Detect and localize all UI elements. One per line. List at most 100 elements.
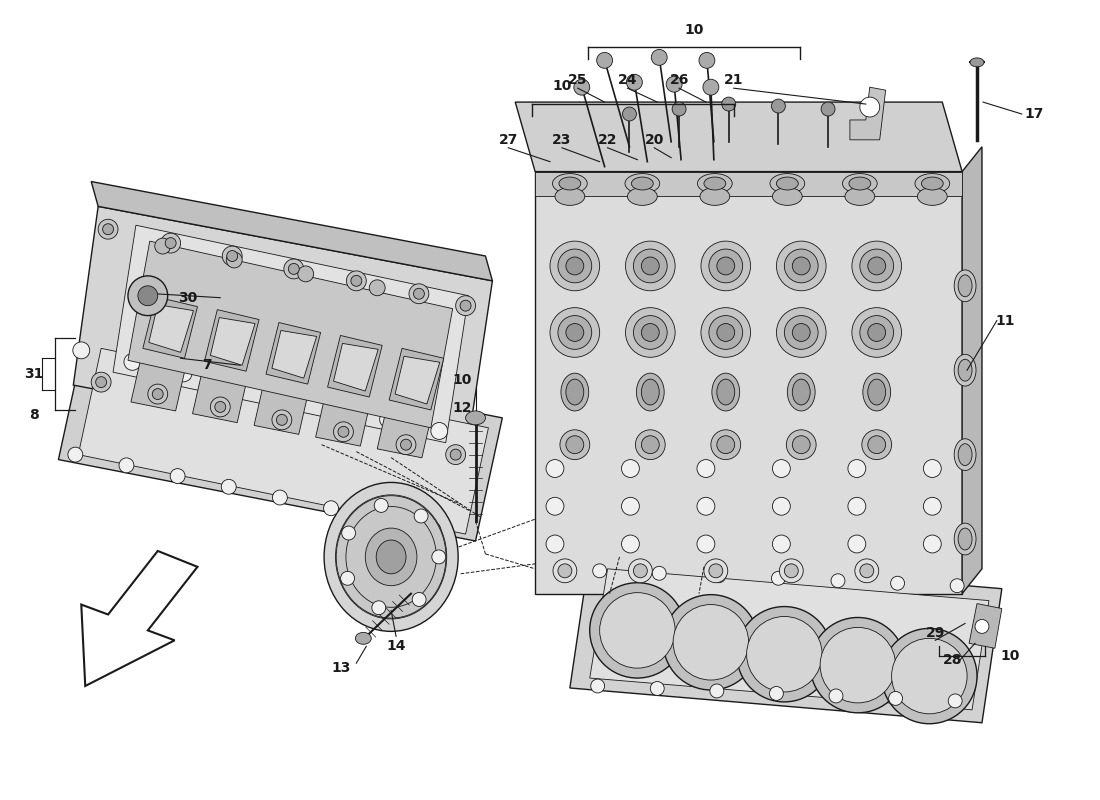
Ellipse shape [954,523,976,555]
Circle shape [128,276,167,315]
Circle shape [323,501,339,516]
Circle shape [119,458,134,473]
Circle shape [372,601,386,614]
Circle shape [351,275,362,286]
Ellipse shape [355,632,372,644]
Circle shape [210,397,230,417]
Circle shape [708,249,742,283]
Ellipse shape [559,177,581,190]
Polygon shape [535,171,962,594]
Ellipse shape [770,174,805,194]
Polygon shape [113,226,469,442]
Text: 13: 13 [332,661,351,675]
Text: 8: 8 [29,408,38,422]
Circle shape [860,97,880,117]
Circle shape [626,308,675,358]
Circle shape [708,315,742,350]
Circle shape [703,79,718,95]
Text: 22: 22 [597,133,617,147]
Circle shape [276,414,287,426]
Circle shape [460,300,471,311]
Circle shape [450,449,461,460]
Circle shape [628,559,652,582]
Text: 24: 24 [618,74,637,87]
Circle shape [147,384,167,404]
Circle shape [375,511,389,526]
Circle shape [329,399,345,416]
Circle shape [284,259,304,279]
Circle shape [848,535,866,553]
Circle shape [400,439,411,450]
Circle shape [792,436,811,454]
Circle shape [68,447,82,462]
Circle shape [298,266,314,282]
Ellipse shape [465,411,485,425]
Circle shape [717,436,735,454]
Circle shape [370,280,385,296]
Circle shape [821,102,835,116]
Polygon shape [515,102,962,171]
Text: 23: 23 [552,133,572,147]
Ellipse shape [376,540,406,574]
Circle shape [272,410,292,430]
Circle shape [860,564,873,578]
Circle shape [673,605,749,680]
Circle shape [712,569,726,582]
Polygon shape [58,337,503,541]
Circle shape [396,434,416,454]
Polygon shape [272,330,317,378]
Circle shape [565,257,584,275]
Circle shape [590,582,685,678]
Circle shape [771,99,785,113]
Polygon shape [316,381,373,446]
Text: 10: 10 [1000,650,1020,663]
Circle shape [546,459,564,478]
Polygon shape [377,392,434,458]
Circle shape [784,249,818,283]
Circle shape [697,535,715,553]
Circle shape [948,694,962,708]
Text: 11: 11 [996,314,1014,327]
Circle shape [860,315,893,350]
Circle shape [860,249,893,283]
Circle shape [851,241,902,290]
Circle shape [697,459,715,478]
Polygon shape [962,146,982,594]
Circle shape [227,252,242,268]
Ellipse shape [631,177,653,190]
Circle shape [780,559,803,582]
Polygon shape [128,241,453,428]
Circle shape [892,638,967,714]
Circle shape [621,498,639,515]
Circle shape [409,284,429,304]
Text: 7: 7 [202,358,212,372]
Polygon shape [192,357,250,422]
Circle shape [426,522,441,537]
Ellipse shape [954,270,976,302]
Circle shape [770,686,783,700]
Circle shape [593,564,606,578]
Circle shape [96,377,107,387]
Circle shape [698,53,715,68]
Polygon shape [395,356,440,404]
Polygon shape [590,569,989,710]
Ellipse shape [849,177,871,190]
Ellipse shape [324,482,458,631]
Ellipse shape [917,187,947,206]
Circle shape [623,107,637,121]
Circle shape [446,445,465,465]
Circle shape [288,263,299,274]
Ellipse shape [788,373,815,411]
Text: 10: 10 [684,22,704,37]
Ellipse shape [637,373,664,411]
Circle shape [138,286,157,306]
Circle shape [777,241,826,290]
Polygon shape [143,297,198,358]
Text: 14: 14 [386,639,406,654]
Ellipse shape [561,373,588,411]
Circle shape [636,430,666,459]
Circle shape [415,509,428,523]
Circle shape [923,498,942,515]
Ellipse shape [970,58,985,67]
Circle shape [550,241,600,290]
